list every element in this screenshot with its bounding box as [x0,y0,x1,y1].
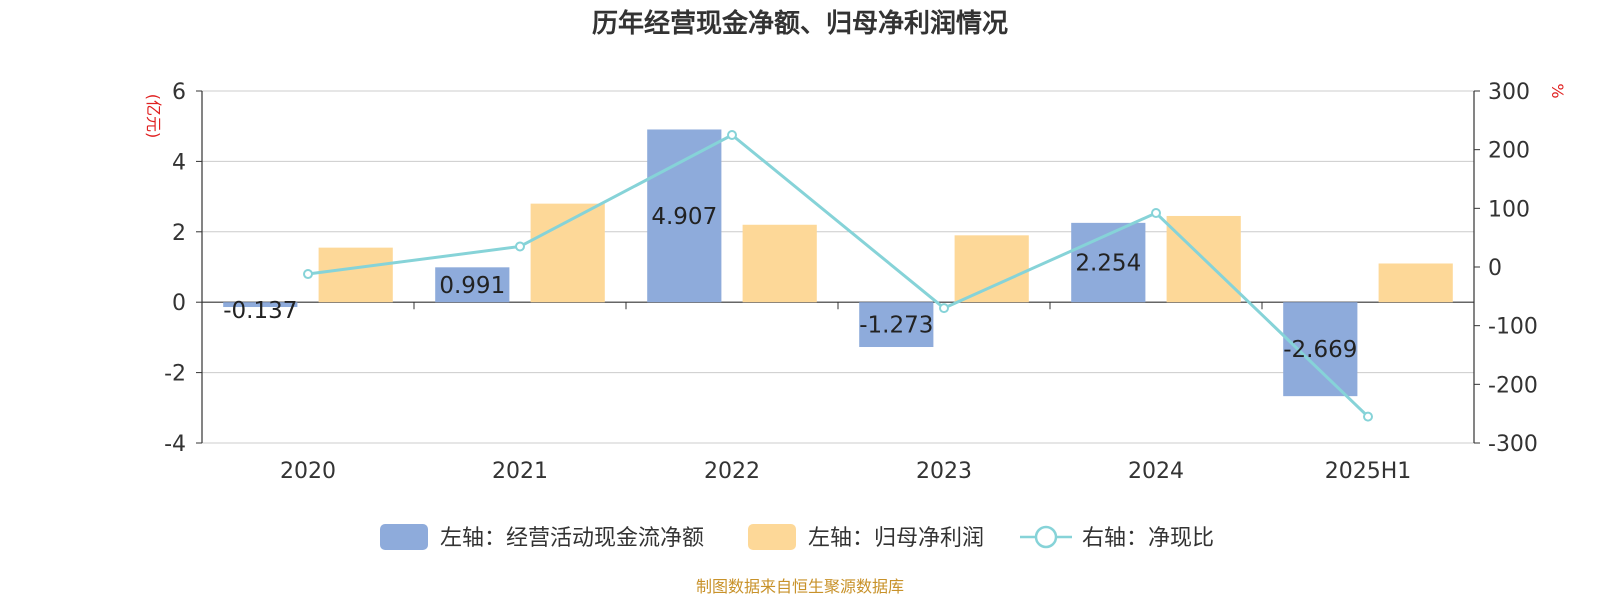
legend-label: 右轴：净现比 [1082,526,1214,551]
bar-data-label: 4.907 [651,204,717,230]
left-axis-tick-label: 0 [172,291,186,316]
bar-data-label: -0.137 [223,298,297,324]
line-series-path [307,133,1370,418]
right-axis-tick-label: 100 [1488,197,1530,222]
bar [530,203,605,303]
line-point [1363,411,1373,422]
right-axis-unit: % [1548,83,1567,98]
bar-data-label: -2.669 [1283,337,1357,363]
right-axis-tick-label: -200 [1488,373,1538,398]
line-point [303,269,313,280]
left-axis-tick-label: -4 [164,432,186,457]
left-axis-tick-label: 4 [172,150,186,175]
line-series [303,130,1373,422]
x-axis-tick-label: 2023 [916,459,972,484]
left-axis-unit: (亿元) [144,94,163,139]
bar [318,247,393,303]
grid [202,90,1474,444]
x-axis-tick-label: 2020 [280,459,336,484]
bar [1378,263,1453,303]
bar [223,302,298,308]
legend-label: 左轴：归母净利润 [808,526,984,551]
legend-marker [1034,525,1058,549]
legend[interactable]: 左轴：经营活动现金流净额 左轴：归母净利润 右轴：净现比 [380,524,1214,551]
bar [1071,222,1146,303]
line-point [727,130,737,140]
legend-swatch [380,524,428,550]
bar-data-label: 0.991 [439,273,505,299]
left-axis-tick-label: 2 [172,221,186,246]
x-axis-tick-label: 2021 [492,459,548,484]
right-axis-tick-label: 200 [1488,139,1530,164]
bars [223,129,1453,397]
axes: -4 -2 0 2 4 6 -300 -200 -100 0 100 200 300 2020 2021 20… [164,80,1538,484]
chart-title: 历年经营现金净额、归母净利润情况 [592,8,1008,39]
x-axis-tick-label: 2025H1 [1325,459,1412,484]
bar [742,224,817,303]
right-axis-tick-label: -300 [1488,432,1538,457]
x-axis-tick-label: 2024 [1128,459,1184,484]
bar [435,267,510,303]
right-axis-tick-label: 0 [1488,256,1502,281]
line-point [515,241,525,252]
source-note: 制图数据来自恒生聚源数据库 [696,577,904,596]
x-axis-tick-label: 2022 [704,459,760,484]
bar [859,302,934,348]
bar [647,129,722,303]
legend-label: 左轴：经营活动现金流净额 [440,526,704,551]
data-labels: -0.137 0.991 4.907 -1.273 2.254 -2.669 [223,204,1357,363]
bar-data-label: -1.273 [859,313,933,339]
right-axis-tick-label: 300 [1488,80,1530,105]
legend-swatch [748,524,796,550]
line-point [939,303,949,314]
bar-data-label: 2.254 [1075,251,1141,277]
right-axis-tick-label: -100 [1488,315,1538,340]
bar [1283,302,1358,397]
bar [954,235,1029,303]
line-point [1151,208,1161,219]
left-axis-tick-label: 6 [172,80,186,105]
left-axis-tick-label: -2 [164,362,186,387]
